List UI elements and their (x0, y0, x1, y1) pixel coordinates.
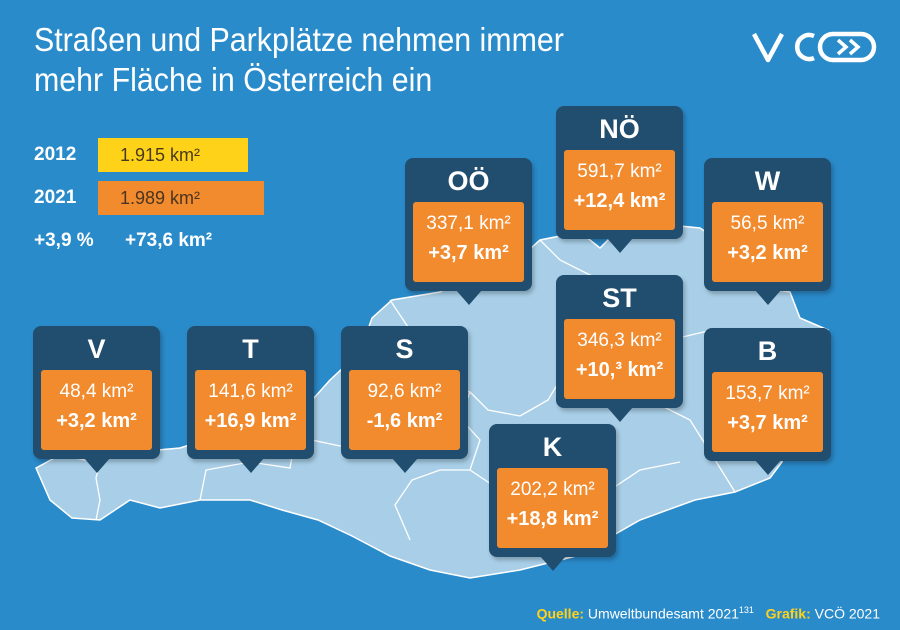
region-code: NÖ (599, 114, 640, 144)
legend-2012-year: 2012 (34, 144, 77, 165)
pointer-icon (606, 407, 633, 422)
region-area: 153,7 km² (725, 383, 810, 404)
vco-logo-icon (752, 31, 877, 63)
region-card-b: B 153,7 km² +3,7 km² (704, 328, 831, 475)
region-card-s: S 92,6 km² -1,6 km² (341, 326, 468, 473)
region-card-st: ST 346,3 km² +10,³ km² (556, 275, 683, 422)
region-values: 202,2 km² +18,8 km² (497, 468, 608, 548)
region-code: S (395, 334, 414, 364)
source-ref: 131 (738, 605, 754, 616)
page-title: Straßen und Parkplätze nehmen immer mehr… (34, 20, 586, 100)
title-line-2: mehr Fläche in Österreich ein (34, 61, 433, 98)
region-area: 346,3 km² (577, 330, 662, 351)
region-card-t: T 141,6 km² +16,9 km² (187, 326, 314, 473)
region-area: 591,7 km² (577, 161, 662, 182)
title-line-1: Straßen und Parkplätze nehmen immer (34, 21, 564, 58)
region-values: 48,4 km² +3,2 km² (41, 370, 152, 450)
change-area: +73,6 km² (124, 230, 213, 251)
region-values: 337,1 km² +3,7 km² (413, 202, 524, 282)
pointer-icon (606, 238, 633, 253)
region-card-w: W 56,5 km² +3,2 km² (704, 158, 831, 305)
region-card-v: V 48,4 km² +3,2 km² (33, 326, 160, 473)
region-area: 56,5 km² (730, 213, 805, 234)
region-values: 56,5 km² +3,2 km² (712, 202, 823, 282)
source-text: Umweltbundesamt 2021 (587, 606, 739, 622)
pointer-icon (83, 458, 110, 473)
region-values: 141,6 km² +16,9 km² (195, 370, 306, 450)
region-delta: -1,6 km² (366, 410, 443, 432)
region-code: OÖ (447, 166, 490, 196)
region-card-no: NÖ 591,7 km² +12,4 km² (556, 106, 683, 253)
legend-2012-bar: 1.915 km² (98, 138, 248, 172)
change-percent: +3,9 % (34, 230, 94, 251)
graphic-label: Grafik: (765, 606, 811, 622)
region-delta: +10,³ km² (575, 359, 664, 381)
region-area: 48,4 km² (59, 381, 134, 402)
region-card-oo: OÖ 337,1 km² +3,7 km² (405, 158, 532, 305)
graphic-text: VCÖ 2021 (814, 606, 880, 622)
region-delta: +3,2 km² (727, 242, 808, 264)
region-values: 346,3 km² +10,³ km² (564, 319, 675, 399)
pointer-icon (237, 458, 264, 473)
pointer-icon (391, 458, 418, 473)
region-delta: +18,8 km² (506, 508, 599, 530)
region-code: K (542, 432, 563, 462)
region-delta: +16,9 km² (204, 410, 297, 432)
region-area: 92,6 km² (367, 381, 442, 402)
region-area: 202,2 km² (510, 479, 595, 500)
region-code: B (757, 336, 778, 366)
region-code: T (242, 334, 259, 364)
region-delta: +3,7 km² (428, 242, 509, 264)
legend-2021-bar: 1.989 km² (98, 181, 264, 215)
legend-2021: 2021 1.989 km² (34, 180, 264, 216)
region-area: 141,6 km² (208, 381, 293, 402)
region-delta: +3,7 km² (727, 412, 808, 434)
source-label: Quelle: (536, 606, 585, 622)
region-values: 153,7 km² +3,7 km² (712, 372, 823, 452)
region-area: 337,1 km² (426, 213, 511, 234)
legend-change: +3,9 % +73,6 km² (34, 230, 212, 252)
legend-2021-year: 2021 (34, 187, 77, 208)
region-values: 591,7 km² +12,4 km² (564, 150, 675, 230)
pointer-icon (754, 290, 781, 305)
pointer-icon (754, 460, 781, 475)
region-delta: +3,2 km² (56, 410, 137, 432)
region-code: V (87, 334, 106, 364)
pointer-icon (455, 290, 482, 305)
region-delta: +12,4 km² (573, 190, 666, 212)
region-values: 92,6 km² -1,6 km² (349, 370, 460, 450)
region-code: W (754, 166, 781, 196)
region-code: ST (602, 283, 637, 313)
legend-2012: 2012 1.915 km² (34, 137, 248, 173)
pointer-icon (539, 556, 566, 571)
source-note: Quelle: Umweltbundesamt 2021131 Grafik: … (537, 605, 880, 622)
region-card-k: K 202,2 km² +18,8 km² (489, 424, 616, 571)
